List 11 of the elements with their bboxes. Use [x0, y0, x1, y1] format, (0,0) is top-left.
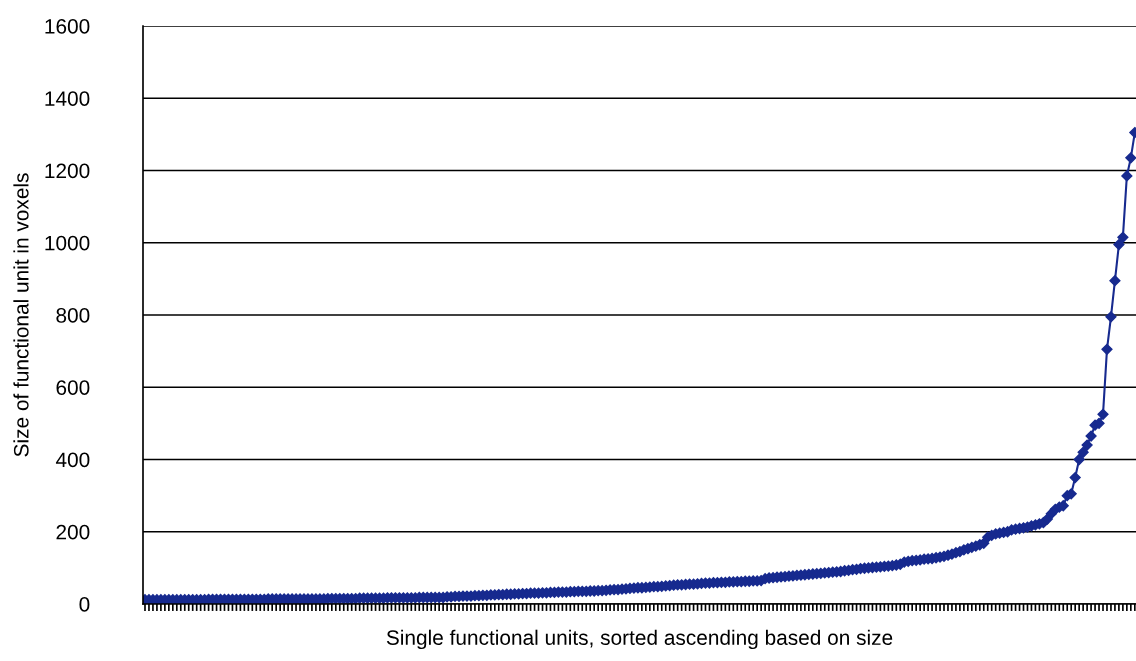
y-tick-label: 1000	[45, 235, 90, 251]
y-tick-label: 1200	[45, 163, 90, 179]
y-tick-label: 1600	[45, 19, 90, 34]
y-tick-label: 200	[56, 524, 90, 540]
y-tick-label: 0	[79, 597, 90, 612]
y-tick-label: 1400	[45, 91, 90, 106]
y-tick-label: 800	[56, 308, 90, 323]
y-axis-title: Size of functional unit in voxels	[13, 173, 29, 457]
x-axis-title: Single functional units, sorted ascending based on size	[386, 629, 893, 650]
y-tick-label: 600	[56, 380, 90, 395]
y-tick-label: 400	[55, 452, 90, 468]
